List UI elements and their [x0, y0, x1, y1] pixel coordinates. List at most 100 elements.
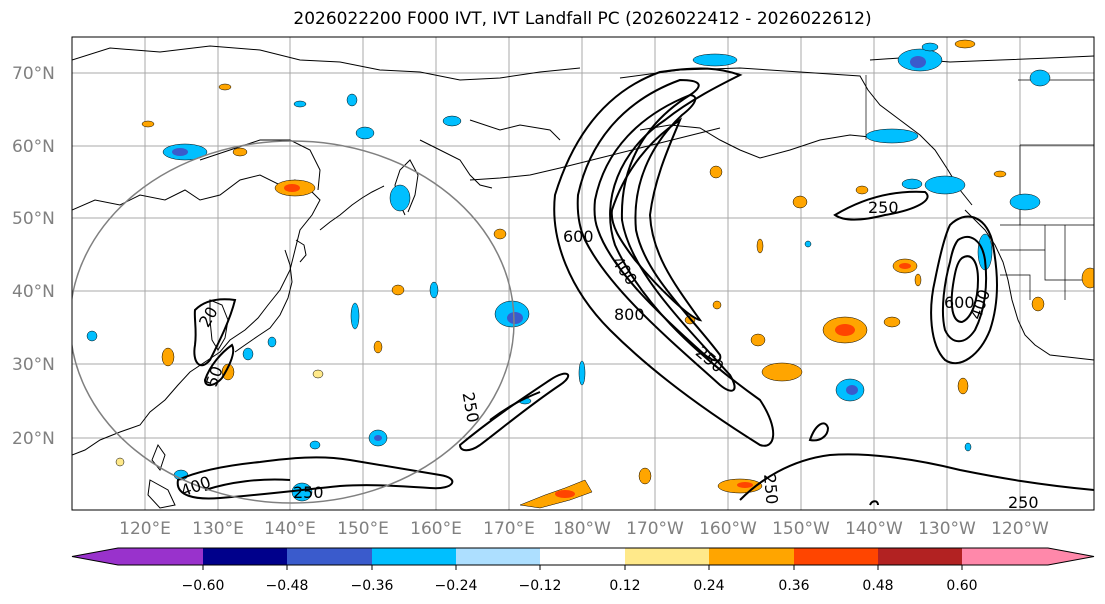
negative-anomaly-patch [804, 240, 812, 248]
positive-anomaly-patch [954, 39, 976, 49]
positive-anomaly-patch [712, 300, 722, 310]
colorbar-segment [540, 548, 625, 565]
ivt-contour-800 [610, 117, 703, 322]
negative-anomaly-patch [442, 115, 462, 127]
negative-anomaly-patch [309, 440, 321, 450]
ivt-contour-250 [489, 391, 541, 421]
ivt-contour-50 [203, 343, 235, 386]
ivt-contour-250 [176, 456, 454, 500]
negative-anomaly-patch [865, 128, 919, 144]
lat-label: 20°N [12, 429, 55, 449]
positive-anomaly-patch [761, 362, 803, 382]
colorbar-segment [456, 548, 540, 565]
ivt-pc-fields [86, 39, 1094, 509]
positive-anomaly-patch [218, 83, 232, 91]
negative-anomaly-patch [897, 48, 943, 72]
lon-label: 120°E [119, 519, 171, 539]
negative-anomaly-patch [389, 184, 411, 212]
positive-anomaly-patch [493, 228, 507, 240]
positive-anomaly-patch [892, 258, 918, 274]
lon-label: 130°E [192, 519, 244, 539]
positive-anomaly-patch [756, 238, 764, 254]
lon-label: 140°W [845, 519, 903, 539]
gridlines [72, 37, 1094, 510]
negative-anomaly-patch [835, 378, 865, 402]
colorbar-tick-label: 0.24 [693, 578, 724, 594]
colorbar-tick-label: −0.60 [182, 578, 225, 594]
negative-anomaly-patch [355, 126, 375, 140]
positive-anomaly-patch [883, 316, 901, 328]
contour-label: 250 [760, 473, 782, 505]
negative-anomaly-patch [293, 100, 307, 108]
positive-anomaly-patch [638, 467, 652, 485]
colorbar-tick-label: 0.12 [609, 578, 640, 594]
positive-anomaly-patch [792, 195, 808, 209]
ivt-contour-20 [193, 298, 237, 367]
lon-label: 140°E [264, 519, 316, 539]
ivt-contour-400 [941, 235, 988, 343]
contour-label: 250 [459, 391, 483, 424]
positive-anomaly-patch [750, 333, 766, 347]
coastlines [72, 45, 1094, 509]
positive-anomaly-patch [519, 479, 593, 509]
colorbar-tick-label: −0.12 [519, 578, 562, 594]
positive-anomaly-patch [232, 147, 248, 157]
colorbar-segment [372, 548, 456, 565]
positive-anomaly-patch [914, 273, 922, 287]
positive-anomaly-patch [115, 457, 125, 467]
positive-anomaly-patch [957, 377, 969, 395]
contour-label: 600 [563, 227, 594, 246]
negative-anomaly-patch [86, 330, 98, 342]
ivt-contour-250 [553, 67, 775, 447]
lon-label: 160°W [699, 519, 757, 539]
positive-anomaly-patch [993, 170, 1007, 178]
ivt-contours [176, 67, 1094, 506]
negative-anomaly-patch [429, 281, 439, 299]
positive-anomaly-patch [1031, 296, 1045, 312]
contour-label: 250 [868, 198, 899, 217]
colorbar-tick-label: 0.36 [778, 578, 809, 594]
map-frame [71, 36, 1095, 511]
contour-label: 600 [944, 293, 975, 312]
negative-anomaly-patch [1009, 193, 1041, 211]
positive-anomaly-patch [161, 347, 175, 367]
ivt-contour-250 [930, 215, 998, 365]
lon-label: 170°W [626, 519, 684, 539]
lon-label: 180°W [553, 519, 611, 539]
colorbar-tick-label: −0.48 [266, 578, 309, 594]
lon-label: 160°E [410, 519, 462, 539]
colorbar-segment [118, 548, 203, 565]
colorbar-segment [709, 548, 794, 565]
colorbar [71, 547, 1095, 570]
positive-anomaly-patch [822, 316, 868, 344]
lon-label: 120°W [991, 519, 1049, 539]
negative-anomaly-patch [692, 53, 738, 67]
negative-anomaly-patch [1029, 69, 1051, 87]
contour-label: 800 [614, 305, 645, 324]
positive-anomaly-patch [221, 363, 235, 381]
colorbar-segment [625, 548, 709, 565]
negative-anomaly-patch [964, 442, 972, 452]
colorbar-tick-label: −0.24 [435, 578, 478, 594]
ivt-contour-600 [950, 255, 980, 324]
colorbar-segment [794, 548, 878, 565]
negative-anomaly-patch [494, 300, 530, 328]
lat-label: 60°N [12, 137, 55, 157]
colorbar-segment [287, 548, 372, 565]
contour-label: 250 [293, 483, 324, 502]
ivt-contour-250 [808, 422, 830, 442]
landfall-region-circle [72, 140, 515, 504]
map-panel: 250 600 400 800 250 250 600 400 250 50 2… [72, 37, 1094, 510]
colorbar-segment [962, 548, 1048, 565]
colorbar-extend-max [1048, 548, 1094, 565]
lat-label: 40°N [12, 282, 55, 302]
ivt-contour-400 [576, 78, 736, 392]
positive-anomaly-patch [274, 179, 316, 197]
contour-labels: 250 600 400 800 250 250 600 400 250 50 2… [178, 198, 1038, 510]
lat-label: 70°N [12, 64, 55, 84]
colorbar-outline [71, 547, 1095, 566]
lat-label: 50°N [12, 209, 55, 229]
ivt-contour-600 [593, 93, 722, 362]
lon-label: 150°E [337, 519, 389, 539]
